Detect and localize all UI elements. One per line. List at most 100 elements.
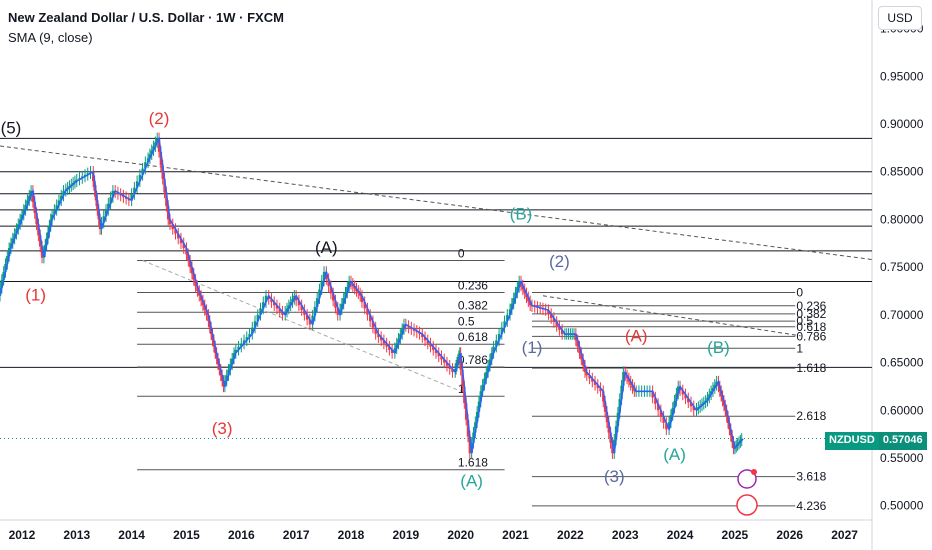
candle-body — [33, 201, 36, 214]
fib-label: 0.236 — [458, 278, 488, 292]
time-tick-label: 2012 — [9, 528, 36, 542]
candle-body — [689, 402, 693, 407]
candle-body — [613, 439, 616, 454]
candle-body — [488, 359, 492, 366]
candle-body — [492, 346, 495, 354]
candle-body — [633, 388, 636, 392]
time-tick-label: 2024 — [667, 528, 694, 542]
candle-body — [479, 391, 482, 402]
time-tick-label: 2019 — [392, 528, 419, 542]
candle-body — [656, 403, 660, 411]
candle-body — [468, 436, 472, 454]
candle-body — [421, 333, 424, 338]
candle-body — [675, 393, 678, 401]
candle-body — [377, 333, 380, 338]
flag-icon — [736, 494, 758, 516]
candle-body — [483, 378, 486, 385]
candle-body — [558, 325, 561, 330]
candle-body — [283, 311, 287, 315]
fib-extension-label: 1.618 — [796, 361, 826, 375]
fib-extension-label: 4.236 — [796, 499, 826, 513]
candle-body — [500, 327, 504, 334]
candle-body — [144, 162, 147, 169]
candle-body — [671, 407, 674, 416]
fib-label: 0 — [458, 246, 465, 260]
candle-body — [371, 321, 375, 328]
price-tick-label: 0.70000 — [880, 308, 924, 322]
candle-body — [459, 353, 462, 370]
last-price-label: 0.57046 — [878, 432, 927, 450]
candle-body — [237, 346, 240, 350]
fib-label: 0.786 — [458, 353, 488, 367]
candle-body — [344, 292, 347, 299]
candle-body — [53, 209, 56, 215]
candle-body — [40, 246, 44, 258]
candle-body — [248, 333, 251, 338]
candle-body — [709, 391, 713, 395]
candle-body — [605, 411, 609, 423]
candle-body — [50, 214, 54, 220]
candle-body — [225, 375, 228, 381]
notification-dot-icon — [751, 469, 757, 475]
candle-body — [445, 362, 449, 366]
time-tick-label: 2021 — [502, 528, 529, 542]
currency-button[interactable]: USD — [878, 6, 922, 30]
wave-label: (A) — [663, 445, 686, 464]
candle-body — [205, 310, 208, 315]
candle-body — [251, 327, 254, 334]
candle-body — [708, 394, 711, 398]
candle-body — [13, 233, 16, 239]
symbol-label: NZDUSD — [825, 432, 879, 450]
candle-body — [203, 305, 206, 311]
candle-body — [521, 285, 525, 290]
candle-body — [464, 403, 468, 420]
wave-label: (B) — [707, 338, 730, 357]
candle-body — [426, 340, 429, 344]
candle-body — [7, 248, 11, 257]
candle-body — [397, 338, 400, 344]
candle-body — [669, 415, 673, 423]
price-tick-label: 0.80000 — [880, 212, 924, 226]
candle-body — [560, 329, 564, 334]
candle-body — [171, 224, 174, 229]
candle-body — [102, 216, 105, 223]
indicator-label: SMA (9, close) — [8, 30, 93, 45]
candle-body — [451, 368, 454, 373]
candle-body — [60, 195, 63, 201]
candle-body — [232, 353, 236, 359]
candle-body — [289, 302, 292, 306]
candle-body — [681, 390, 684, 395]
candle-body — [150, 150, 153, 155]
candle-body — [55, 205, 58, 210]
candle-body — [602, 391, 605, 402]
wave-label: (A) — [625, 327, 648, 346]
candle-body — [9, 243, 13, 249]
candle-body — [28, 195, 31, 201]
candle-body — [264, 295, 268, 303]
candle-body — [35, 213, 38, 225]
candle-body — [687, 398, 690, 403]
fib-extension-label: 0 — [796, 285, 803, 299]
candle-body — [477, 401, 481, 412]
candle-body — [360, 295, 364, 303]
time-tick-label: 2018 — [338, 528, 365, 542]
wave-label: (2) — [549, 252, 570, 271]
candle-body — [62, 190, 65, 196]
candle-body — [107, 203, 110, 210]
candle-body — [508, 309, 512, 315]
price-tick-label: 0.85000 — [880, 165, 924, 179]
candle-body — [281, 311, 284, 315]
candle-body — [174, 228, 177, 234]
long-trendline — [0, 145, 873, 261]
wave-label: (1) — [25, 286, 46, 305]
candle-body — [607, 422, 610, 433]
candle-body — [300, 305, 303, 311]
time-tick-label: 2014 — [118, 528, 145, 542]
time-tick-label: 2017 — [283, 528, 310, 542]
fib-label: 1.618 — [458, 456, 488, 470]
fib-extension-label: 3.618 — [796, 470, 826, 484]
candle-body — [622, 372, 625, 386]
wave-label: (1) — [522, 338, 543, 357]
price-tick-label: 0.65000 — [880, 356, 924, 370]
